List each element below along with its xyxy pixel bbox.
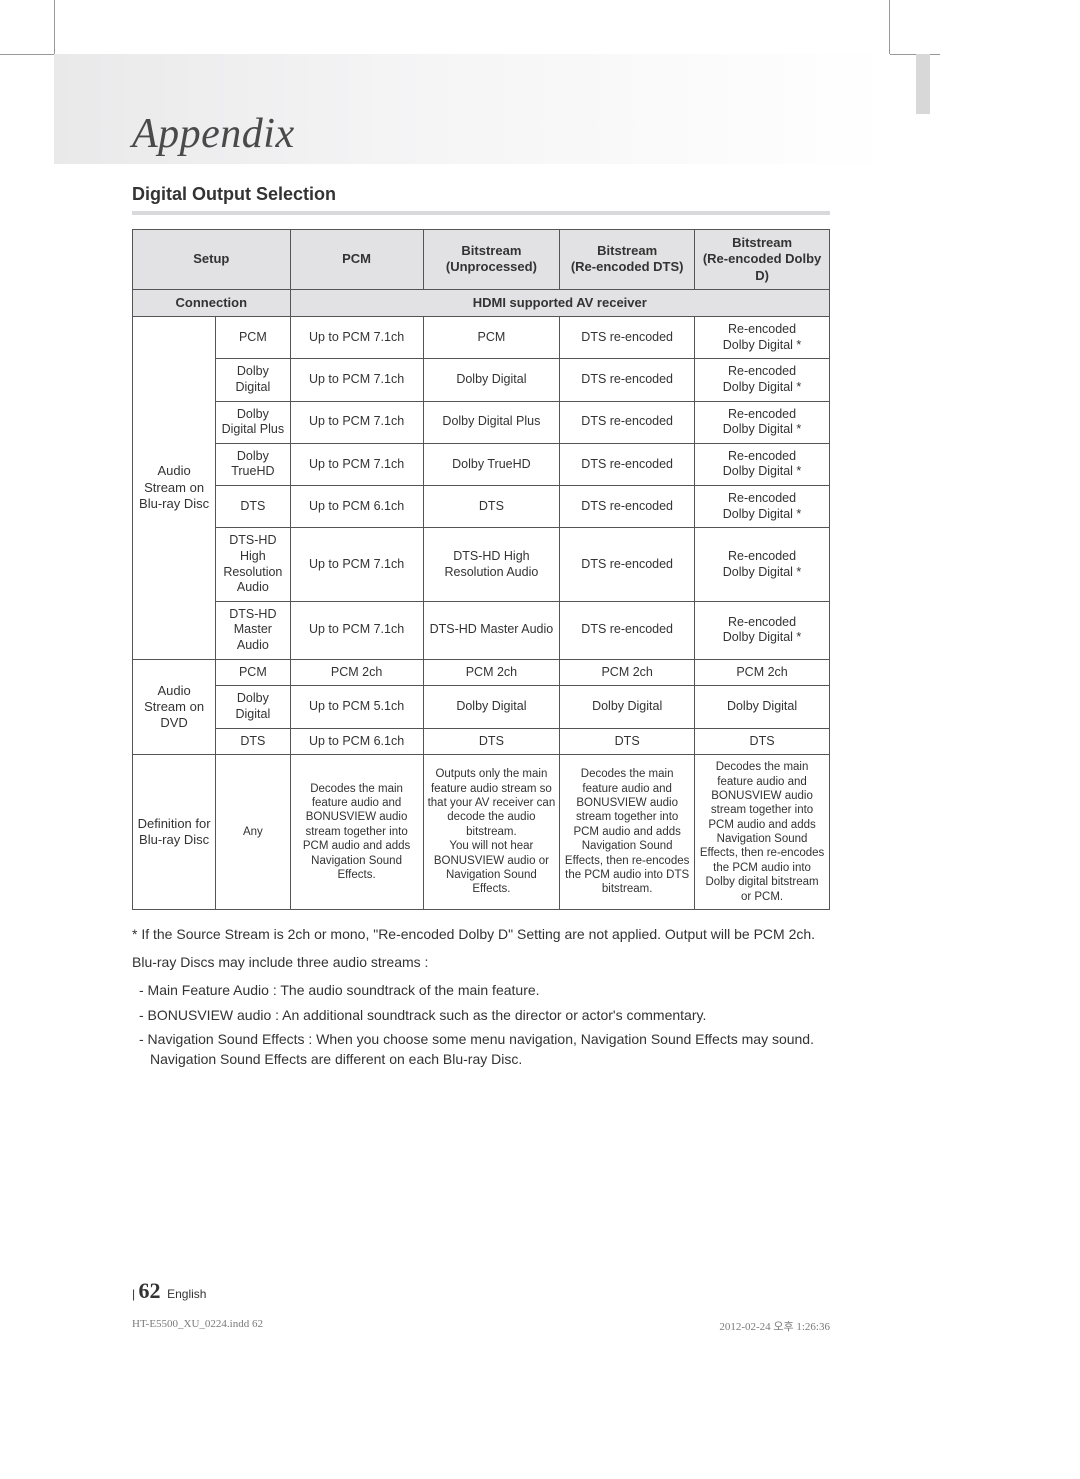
table-cell: PCM 2ch	[560, 659, 695, 686]
note-intro: Blu-ray Discs may include three audio st…	[132, 952, 830, 972]
table-cell: DTS	[216, 728, 290, 755]
table-cell: Up to PCM 5.1ch	[290, 686, 423, 728]
table-cell: PCM	[423, 317, 560, 359]
col-setup: Setup	[133, 230, 291, 290]
rowgroup-label: Definition for Blu-ray Disc	[133, 755, 216, 910]
note-bullet: - Main Feature Audio : The audio soundtr…	[132, 980, 830, 1000]
table-header-row: Setup PCM Bitstream(Unprocessed) Bitstre…	[133, 230, 830, 290]
table-row: Dolby TrueHDUp to PCM 7.1chDolby TrueHDD…	[133, 443, 830, 485]
table-cell: Up to PCM 7.1ch	[290, 528, 423, 602]
table-cell: DTS re-encoded	[560, 486, 695, 528]
table-cell: Re-encodedDolby Digital *	[695, 528, 830, 602]
table-row: Audio Stream on DVDPCMPCM 2chPCM 2chPCM …	[133, 659, 830, 686]
table-cell: DTS re-encoded	[560, 401, 695, 443]
note-bullet: - Navigation Sound Effects : When you ch…	[132, 1029, 830, 1070]
rowgroup-label: Audio Stream on DVD	[133, 659, 216, 755]
connection-value: HDMI supported AV receiver	[290, 289, 829, 316]
table-row: DTSUp to PCM 6.1chDTSDTSDTS	[133, 728, 830, 755]
table-cell: PCM	[216, 317, 290, 359]
table-cell: Re-encodedDolby Digital *	[695, 601, 830, 659]
page-title: Appendix	[132, 110, 295, 158]
table-cell: Dolby Digital	[216, 359, 290, 401]
scroll-thumb	[916, 54, 930, 114]
table-cell: Dolby Digital	[560, 686, 695, 728]
table-cell: Dolby Digital Plus	[423, 401, 560, 443]
table-cell: Up to PCM 6.1ch	[290, 728, 423, 755]
table-cell: Outputs only the main feature audio stre…	[423, 755, 560, 910]
table-cell: PCM 2ch	[423, 659, 560, 686]
table-row: DTS-HD High Resolution AudioUp to PCM 7.…	[133, 528, 830, 602]
table-cell: DTS	[695, 728, 830, 755]
table-cell: DTS re-encoded	[560, 317, 695, 359]
col-bs-dolby: Bitstream(Re-encoded Dolby D)	[695, 230, 830, 290]
table-cell: Re-encodedDolby Digital *	[695, 443, 830, 485]
table-row: Dolby DigitalUp to PCM 7.1chDolby Digita…	[133, 359, 830, 401]
table-cell: DTS re-encoded	[560, 528, 695, 602]
table-cell: Decodes the main feature audio and BONUS…	[695, 755, 830, 910]
table-cell: DTS	[216, 486, 290, 528]
table-cell: Decodes the main feature audio and BONUS…	[290, 755, 423, 910]
connection-label: Connection	[133, 289, 291, 316]
page-language: English	[167, 1287, 206, 1301]
table-cell: DTS re-encoded	[560, 443, 695, 485]
table-row: Dolby Digital PlusUp to PCM 7.1chDolby D…	[133, 401, 830, 443]
table-cell: DTS-HD High Resolution Audio	[423, 528, 560, 602]
table-cell: PCM 2ch	[290, 659, 423, 686]
col-bs-dts: Bitstream(Re-encoded DTS)	[560, 230, 695, 290]
table-cell: Any	[216, 755, 290, 910]
table-row: DTSUp to PCM 6.1chDTSDTS re-encodedRe-en…	[133, 486, 830, 528]
table-cell: PCM	[216, 659, 290, 686]
table-cell: Dolby Digital	[695, 686, 830, 728]
section-title: Digital Output Selection	[132, 184, 830, 215]
col-bs-unprocessed: Bitstream(Unprocessed)	[423, 230, 560, 290]
table-cell: Re-encodedDolby Digital *	[695, 359, 830, 401]
table-cell: Dolby Digital	[216, 686, 290, 728]
print-metadata: HT-E5500_XU_0224.indd 62 2012-02-24 오후 1…	[132, 1318, 830, 1334]
table-cell: Up to PCM 7.1ch	[290, 443, 423, 485]
table-cell: Decodes the main feature audio and BONUS…	[560, 755, 695, 910]
note-asterisk: * If the Source Stream is 2ch or mono, "…	[132, 924, 830, 944]
table-cell: DTS-HD Master Audio	[216, 601, 290, 659]
table-row: Audio Stream on Blu-ray DiscPCMUp to PCM…	[133, 317, 830, 359]
table-cell: DTS-HD High Resolution Audio	[216, 528, 290, 602]
table-cell: Dolby Digital	[423, 686, 560, 728]
col-pcm: PCM	[290, 230, 423, 290]
table-row: Dolby DigitalUp to PCM 5.1chDolby Digita…	[133, 686, 830, 728]
table-cell: Up to PCM 7.1ch	[290, 359, 423, 401]
table-cell: DTS	[423, 486, 560, 528]
table-cell: Re-encodedDolby Digital *	[695, 486, 830, 528]
page-footer: | 62 English	[132, 1278, 206, 1304]
table-cell: PCM 2ch	[695, 659, 830, 686]
table-cell: Dolby Digital Plus	[216, 401, 290, 443]
table-cell: DTS re-encoded	[560, 601, 695, 659]
rowgroup-label: Audio Stream on Blu-ray Disc	[133, 317, 216, 660]
table-cell: DTS	[423, 728, 560, 755]
table-cell: DTS re-encoded	[560, 359, 695, 401]
table-cell: Up to PCM 7.1ch	[290, 601, 423, 659]
table-row: DTS-HD Master AudioUp to PCM 7.1chDTS-HD…	[133, 601, 830, 659]
table-cell: Re-encodedDolby Digital *	[695, 317, 830, 359]
digital-output-table: Setup PCM Bitstream(Unprocessed) Bitstre…	[132, 229, 830, 910]
table-cell: DTS	[560, 728, 695, 755]
table-cell: Re-encodedDolby Digital *	[695, 401, 830, 443]
print-file: HT-E5500_XU_0224.indd 62	[132, 1318, 263, 1334]
note-bullet: - BONUSVIEW audio : An additional soundt…	[132, 1005, 830, 1025]
table-cell: DTS-HD Master Audio	[423, 601, 560, 659]
connection-row: Connection HDMI supported AV receiver	[133, 289, 830, 316]
notes-block: * If the Source Stream is 2ch or mono, "…	[132, 924, 830, 1070]
table-cell: Dolby Digital	[423, 359, 560, 401]
table-cell: Up to PCM 7.1ch	[290, 401, 423, 443]
page-container: Appendix Digital Output Selection Setup …	[54, 54, 890, 1344]
print-time: 2012-02-24 오후 1:26:36	[719, 1318, 830, 1334]
table-cell: Up to PCM 6.1ch	[290, 486, 423, 528]
table-cell: Dolby TrueHD	[216, 443, 290, 485]
table-row: Definition for Blu-ray DiscAnyDecodes th…	[133, 755, 830, 910]
table-cell: Dolby TrueHD	[423, 443, 560, 485]
table-cell: Up to PCM 7.1ch	[290, 317, 423, 359]
page-number: 62	[138, 1278, 160, 1303]
header-band: Appendix	[54, 54, 890, 164]
